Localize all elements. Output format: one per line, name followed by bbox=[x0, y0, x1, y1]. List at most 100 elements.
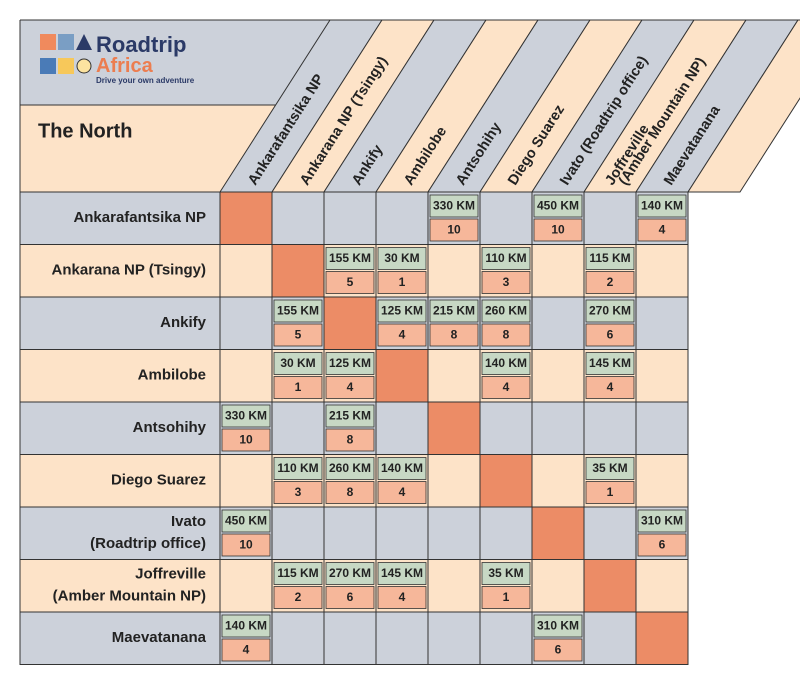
cell bbox=[271, 244, 325, 298]
hours-box bbox=[481, 586, 531, 609]
row-label-cell bbox=[19, 506, 221, 560]
hours: 8 bbox=[347, 485, 354, 499]
row-label: (Roadtrip office) bbox=[90, 535, 206, 552]
hours: 3 bbox=[295, 485, 302, 499]
row-label: Ankify bbox=[160, 314, 207, 331]
hours: 10 bbox=[239, 538, 253, 552]
hours-box bbox=[637, 533, 687, 557]
hours: 10 bbox=[551, 223, 565, 237]
row-label: Ankarana NP (Tsingy) bbox=[52, 262, 206, 279]
row-label: Maevatanana bbox=[112, 629, 207, 646]
distance: 35 KM bbox=[592, 461, 627, 475]
hours: 10 bbox=[447, 223, 461, 237]
cell bbox=[583, 191, 637, 245]
cell bbox=[635, 611, 689, 665]
cell bbox=[375, 506, 429, 560]
distance: 270 KM bbox=[589, 304, 631, 318]
hours-box bbox=[429, 218, 479, 242]
cell bbox=[531, 401, 585, 455]
cell bbox=[583, 559, 637, 613]
distance: 140 KM bbox=[225, 619, 267, 633]
cell bbox=[375, 191, 429, 245]
cell bbox=[219, 349, 273, 403]
hours: 6 bbox=[347, 590, 354, 604]
row-label: (Amber Mountain NP) bbox=[53, 588, 206, 605]
cell bbox=[635, 559, 689, 613]
hours-box bbox=[377, 481, 427, 504]
hours: 5 bbox=[295, 328, 302, 342]
background bbox=[19, 19, 800, 193]
cell bbox=[531, 244, 585, 298]
hours: 1 bbox=[399, 275, 406, 289]
km-box bbox=[325, 352, 375, 375]
distance: 30 KM bbox=[280, 356, 315, 370]
distance: 115 KM bbox=[277, 566, 318, 580]
km-box bbox=[325, 247, 375, 270]
row-label-cell bbox=[19, 349, 221, 403]
logo-brand: Roadtrip bbox=[96, 32, 186, 57]
logo-icon bbox=[58, 34, 74, 50]
distance: 125 KM bbox=[381, 304, 423, 318]
logo-brand: Africa bbox=[96, 55, 154, 77]
hours: 1 bbox=[503, 590, 510, 604]
hours-box bbox=[273, 481, 323, 504]
km-box bbox=[585, 352, 635, 375]
cell bbox=[583, 611, 637, 665]
cell bbox=[375, 611, 429, 665]
km-box bbox=[533, 194, 583, 218]
logo: Roadtrip Africa Drive your own adventure bbox=[40, 32, 195, 85]
km-box bbox=[429, 194, 479, 218]
hours-box bbox=[585, 481, 635, 504]
hours: 4 bbox=[399, 328, 406, 342]
cell bbox=[531, 559, 585, 613]
cell bbox=[479, 506, 533, 560]
km-box bbox=[585, 457, 635, 480]
cell bbox=[583, 401, 637, 455]
distance: 145 KM bbox=[589, 356, 631, 370]
cell bbox=[427, 454, 481, 508]
row-label-cell bbox=[19, 401, 221, 455]
cell bbox=[635, 349, 689, 403]
hours-box bbox=[585, 376, 635, 399]
logo-icon bbox=[58, 58, 74, 74]
cell bbox=[531, 296, 585, 350]
distance: 30 KM bbox=[384, 251, 419, 265]
cell bbox=[271, 506, 325, 560]
hours: 2 bbox=[295, 590, 302, 604]
hours-box bbox=[377, 323, 427, 347]
cell bbox=[635, 454, 689, 508]
hours: 5 bbox=[347, 275, 354, 289]
cell bbox=[531, 506, 585, 560]
cell bbox=[427, 559, 481, 613]
hours-box bbox=[325, 586, 375, 609]
cell bbox=[479, 191, 533, 245]
cell bbox=[323, 506, 377, 560]
hours: 4 bbox=[347, 380, 354, 394]
cell bbox=[375, 401, 429, 455]
row-label: Ivato bbox=[171, 513, 206, 530]
distance: 310 KM bbox=[537, 619, 579, 633]
hours: 4 bbox=[503, 380, 510, 394]
km-box bbox=[221, 614, 271, 638]
distance: 310 KM bbox=[641, 514, 683, 528]
km-box bbox=[273, 352, 323, 375]
cell bbox=[219, 191, 273, 245]
cell bbox=[427, 611, 481, 665]
km-box bbox=[429, 299, 479, 323]
distance: 140 KM bbox=[381, 461, 423, 475]
logo-tagline: Drive your own adventure bbox=[96, 76, 195, 85]
hours: 4 bbox=[607, 380, 614, 394]
cell bbox=[427, 349, 481, 403]
cell bbox=[219, 454, 273, 508]
cell bbox=[427, 506, 481, 560]
hours-box bbox=[273, 323, 323, 347]
km-box bbox=[325, 404, 375, 428]
header-column bbox=[687, 19, 800, 193]
distance: 330 KM bbox=[225, 409, 267, 423]
cell bbox=[219, 244, 273, 298]
hours-box bbox=[273, 586, 323, 609]
km-box bbox=[273, 457, 323, 480]
km-box bbox=[273, 299, 323, 323]
cell bbox=[531, 454, 585, 508]
